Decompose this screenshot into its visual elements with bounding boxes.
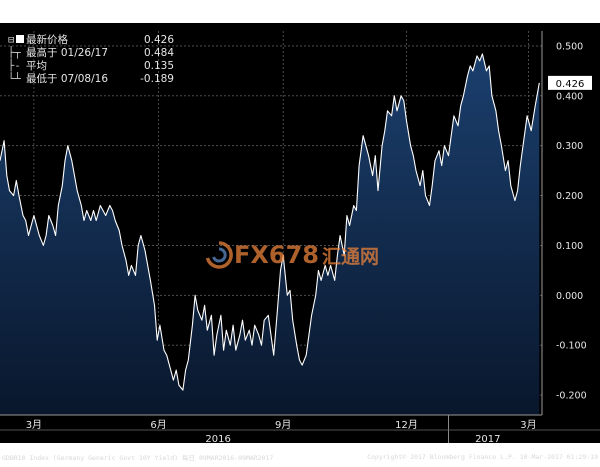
x-tick-label: 3月	[520, 419, 536, 431]
y-tick-label: 0.300	[556, 141, 583, 152]
legend-label: 最新价格	[26, 34, 68, 46]
latest-square-icon	[16, 35, 25, 43]
year-label: 2016	[205, 434, 230, 443]
x-tick-label: 9月	[275, 419, 291, 431]
legend-row-latest: ⊟ 最新价格 0.426	[8, 34, 174, 47]
legend-row-high: ├┬ 最高于 01/26/17 0.484	[8, 47, 174, 60]
legend-label: 最低于 07/08/16	[26, 73, 108, 85]
legend-value: 0.484	[143, 47, 174, 59]
series-area	[0, 53, 540, 416]
y-tick-label: -0.100	[556, 341, 587, 352]
legend-row-average: ├- 平均 0.135	[8, 60, 174, 73]
legend-value: -0.189	[140, 73, 174, 85]
y-tick-label: 0.500	[556, 41, 583, 52]
watermark-suffix: 汇通网	[322, 245, 380, 268]
x-tick-label: 6月	[150, 419, 166, 431]
legend-value: 0.135	[143, 60, 174, 72]
legend-value: 0.426	[143, 34, 174, 46]
y-tick-label: 0.200	[556, 191, 583, 202]
legend-row-low: └┴ 最低于 07/08/16 -0.189	[8, 73, 174, 86]
x-tick-label: 12月	[395, 419, 418, 431]
legend: ⊟ 最新价格 0.426 ├┬ 最高于 01/26/17 0.484 ├- 平均…	[8, 34, 174, 86]
watermark-text: FX678	[234, 241, 319, 269]
y-tick-label: -0.200	[556, 391, 587, 402]
footer-copyright: Copyright© 2017 Bloomberg Finance L.P. 1…	[367, 453, 598, 461]
year-label: 2017	[475, 434, 500, 443]
legend-symbol: ├-	[8, 60, 21, 72]
series-line	[0, 53, 540, 391]
legend-symbol: ├┬	[8, 47, 21, 59]
area-layer	[0, 53, 540, 416]
legend-label: 最高于 01/26/17	[26, 47, 108, 59]
y-tick-label: 0.400	[556, 91, 583, 102]
axis-layer: 0.500 0.400 0.300 0.200 0.100 0.000 -0.100 -0.2…	[0, 31, 600, 443]
chart-footer: GDBR10 Index (Germany Generic Govt 10Y Y…	[2, 451, 598, 463]
x-tick-label: 3月	[26, 419, 42, 431]
watermark-swirl-icon	[205, 241, 233, 269]
y-tick-label: 0.100	[556, 241, 583, 252]
last-value-tag	[548, 75, 592, 90]
legend-label: 平均	[26, 60, 47, 72]
footer-source: GDBR10 Index (Germany Generic Govt 10Y Y…	[2, 454, 274, 462]
last-value-label: 0.426	[556, 79, 585, 90]
watermark: FX678 汇通网	[204, 240, 379, 270]
legend-symbol: └┴	[8, 73, 21, 85]
chart-svg: 0.500 0.400 0.300 0.200 0.100 0.000 -0.100 -0.2…	[0, 31, 600, 443]
chart-frame: 0.500 0.400 0.300 0.200 0.100 0.000 -0.100 -0.2…	[0, 23, 600, 462]
y-tick-label: 0.000	[556, 291, 583, 302]
legend-symbol: ⊟	[8, 34, 26, 47]
